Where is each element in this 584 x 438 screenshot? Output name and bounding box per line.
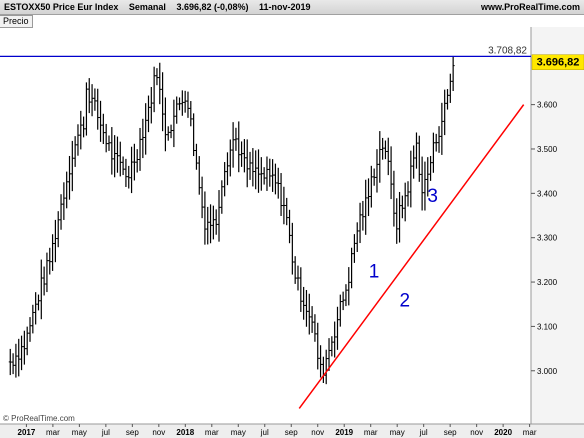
symbol-name: ESTOXX50 Price Eur Index [4,2,119,12]
x-tick-label: mar [46,428,60,437]
wave-label: 3 [427,186,438,207]
y-tick-label: 3.000 [537,367,558,376]
date-label: 11-nov-2019 [259,2,311,12]
y-tick-label: 3.600 [537,101,558,110]
x-tick-label: 2019 [335,428,353,437]
x-tick-label: may [390,428,405,437]
chart-header: ESTOXX50 Price Eur Index Semanal 3.696,8… [0,0,584,15]
plot-area [0,27,531,424]
x-tick-label: mar [364,428,378,437]
x-tick-label: sep [285,428,298,437]
x-tick-label: sep [126,428,139,437]
x-tick-label: may [72,428,87,437]
x-tick-label: sep [444,428,457,437]
source-link[interactable]: www.ProRealTime.com [480,2,580,12]
y-tick-label: 3.300 [537,234,558,243]
wave-label: 2 [400,290,411,311]
x-tick-label: 2020 [494,428,512,437]
price-axis-panel [531,27,584,424]
last-price-badge [531,54,584,70]
y-tick-label: 3.100 [537,322,558,331]
x-tick-label: mar [523,428,537,437]
x-tick-label: jul [260,428,269,437]
wave-label: 1 [369,262,380,283]
x-tick-label: mar [205,428,219,437]
support-trendline [298,104,525,409]
resistance-label: 3.708,82 [488,45,527,56]
period-label: Semanal [128,2,166,12]
price-change: 3.696,82 (-0,08%) [176,2,249,12]
x-tick-label: may [231,428,246,437]
panel-label: Precio [0,15,33,28]
time-axis-panel [0,424,584,438]
x-tick-label: nov [470,428,483,437]
y-tick-label: 3.500 [537,145,558,154]
instrument-info: ESTOXX50 Price Eur Index Semanal 3.696,8… [4,2,319,12]
watermark: © ProRealTime.com [3,414,75,423]
y-tick-label: 3.200 [537,278,558,287]
x-tick-label: jul [419,428,428,437]
y-tick-label: 3.400 [537,189,558,198]
last-price-label: 3.696,82 [537,57,580,69]
x-tick-label: nov [152,428,165,437]
x-tick-label: 2017 [18,428,36,437]
x-tick-label: jul [101,428,110,437]
x-tick-label: 2018 [176,428,194,437]
x-tick-label: nov [311,428,324,437]
